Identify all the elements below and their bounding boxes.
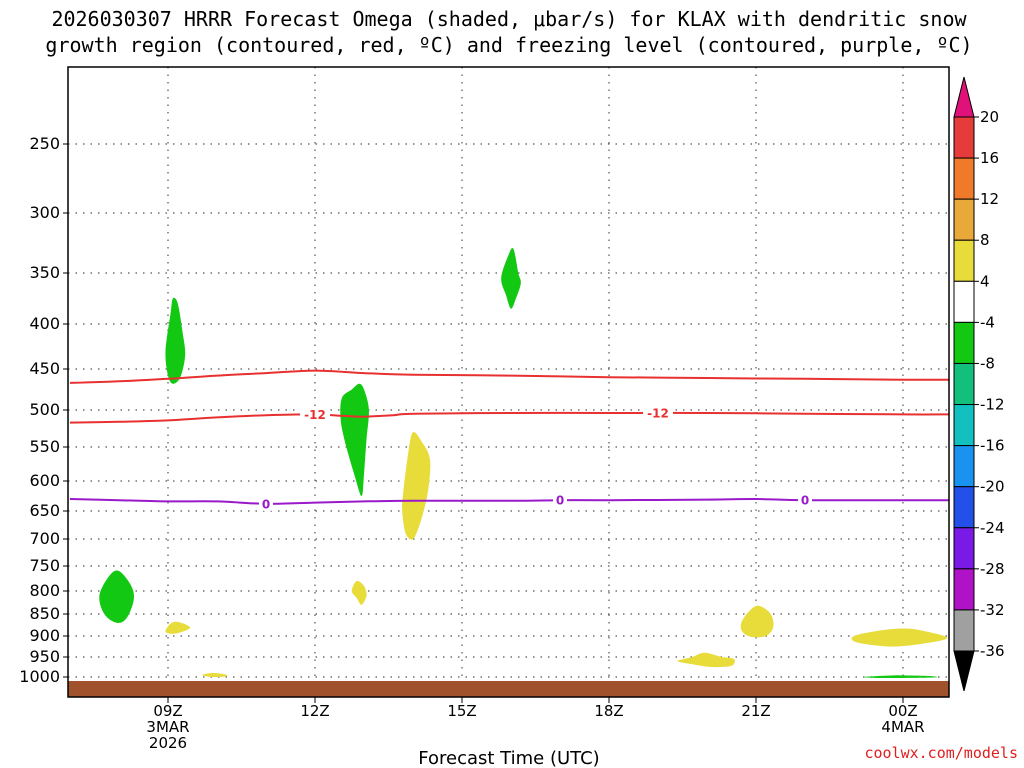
y-tick-label-550: 550 — [29, 437, 60, 456]
contour-label-dendritic-bottom-minus12-1: -12 — [647, 406, 669, 420]
colorbar-swatch-2 — [953, 198, 975, 241]
y-tick-label-750: 750 — [29, 556, 60, 575]
omega-region-yellow-blob-2030-960 — [677, 652, 735, 668]
title-line-1: 2026030307 HRRR Forecast Omega (shaded, … — [51, 7, 967, 31]
omega-region-yellow-blob-1000-1000 — [202, 672, 228, 678]
y-tick-label-700: 700 — [29, 529, 60, 548]
colorbar-swatch-9 — [953, 486, 975, 529]
x-tick-label-21-0: 21Z — [741, 702, 770, 720]
x-tick-label-18-0: 18Z — [594, 702, 623, 720]
contour-label-bg-dendritic-bottom-minus12-0 — [300, 407, 330, 422]
colorbar-max-arrow — [953, 76, 975, 118]
colorbar-label-3: 8 — [980, 231, 990, 249]
plot-background — [68, 67, 949, 697]
y-tick-label-500: 500 — [29, 400, 60, 419]
contour-label-bg-freezing-level-0-1 — [553, 493, 567, 508]
credit-link[interactable]: coolwx.com/models — [864, 744, 1018, 762]
x-tick-label-9-1: 3MAR — [146, 718, 189, 736]
contour-dendritic-bottom-minus12 — [69, 411, 950, 424]
y-tick-label-450: 450 — [29, 359, 60, 378]
colorbar-swatch-8 — [953, 445, 975, 488]
y-tick-label-350: 350 — [29, 263, 60, 282]
x-tick-label-15-0: 15Z — [447, 702, 476, 720]
y-tick-label-400: 400 — [29, 314, 60, 333]
omega-region-green-blob-1545-350 — [501, 247, 521, 309]
colorbar-label-5: -4 — [980, 313, 995, 331]
colorbar-label-9: -20 — [980, 478, 1005, 496]
title-line-2: growth region (contoured, red, ºC) and f… — [45, 33, 972, 57]
colorbar-swatch-5 — [953, 321, 975, 364]
colorbar-label-2: 12 — [980, 190, 999, 208]
contour-freezing-level-0 — [69, 497, 949, 505]
omega-regions — [99, 247, 948, 679]
omega-region-yellow-blob-1300-800 — [351, 580, 367, 605]
x-tick-label-24-0: 00Z — [888, 702, 917, 720]
colorbar-label-7: -12 — [980, 396, 1005, 414]
omega-region-yellow-blob-2330-910 — [851, 628, 948, 647]
y-tick-label-850: 850 — [29, 604, 60, 623]
colorbar-swatch-1 — [953, 157, 975, 200]
colorbar-swatch-6 — [953, 362, 975, 406]
omega-region-green-blob-1230-500 — [340, 383, 369, 496]
omega-region-green-sliver-2330-1000 — [863, 675, 938, 679]
y-tick-label-650: 650 — [29, 501, 60, 520]
y-tick-label-250: 250 — [29, 134, 60, 153]
y-tick-label-1000: 1000 — [19, 667, 60, 686]
x-tick-label-24-1: 4MAR — [881, 718, 924, 736]
plot-frame — [67, 66, 950, 698]
colorbar-label-4: 4 — [980, 272, 990, 290]
colorbar-label-6: -8 — [980, 354, 995, 372]
colorbar-label-10: -24 — [980, 519, 1005, 537]
y-axis: 250 300 350 400 450 500 550 600 650 700 750 800 850 9… — [19, 134, 68, 686]
x-tick-label-9-2: 2026 — [149, 734, 187, 752]
y-tick-label-950: 950 — [29, 647, 60, 666]
colorbar-swatch-3 — [953, 239, 975, 282]
colorbar-label-0: 20 — [980, 108, 999, 126]
colorbar-swatch-10 — [953, 527, 975, 570]
contour-label-bg-dendritic-bottom-minus12-1 — [643, 405, 673, 420]
omega-region-yellow-blob-2100-870 — [740, 605, 774, 638]
y-tick-label-300: 300 — [29, 203, 60, 222]
omega-region-green-blob-0815-800 — [99, 570, 134, 623]
colorbar-swatch-7 — [953, 404, 975, 447]
colorbar-swatch-4 — [953, 280, 975, 323]
colorbar-swatch-0 — [953, 116, 975, 159]
colorbar-label-8: -16 — [980, 437, 1005, 455]
x-tick-label-9-0: 09Z — [153, 702, 182, 720]
contour-label-bg-freezing-level-0-2 — [798, 493, 812, 508]
colorbar-label-13: -36 — [980, 642, 1005, 660]
contour-label-freezing-level-0-2: 0 — [801, 494, 809, 508]
colorbar-min-arrow — [953, 650, 975, 692]
contour-label-bg-freezing-level-0-0 — [259, 496, 273, 511]
colorbar: 20 16 12 8 4 -4 -8 -12 -16 -20 -24 -28 -32 -36 — [953, 76, 1005, 692]
x-axis-label: Forecast Time (UTC) — [418, 748, 599, 768]
x-tick-label-12-0: 12Z — [300, 702, 329, 720]
contours: -12 -12 0 0 0 — [69, 369, 950, 511]
omega-region-yellow-blob-0915-880 — [165, 621, 191, 634]
contour-label-dendritic-bottom-minus12-0: -12 — [304, 408, 326, 422]
colorbar-label-1: 16 — [980, 149, 999, 167]
y-tick-label-900: 900 — [29, 626, 60, 645]
omega-region-green-blob-0945-400 — [165, 297, 186, 384]
colorbar-label-11: -28 — [980, 560, 1005, 578]
colorbar-swatch-11 — [953, 568, 975, 611]
contour-label-freezing-level-0-1: 0 — [556, 494, 564, 508]
ground-strip — [68, 681, 949, 697]
colorbar-label-12: -32 — [980, 601, 1005, 619]
colorbar-swatch-12 — [953, 609, 975, 652]
contour-dendritic-top — [69, 369, 950, 384]
plot-area: -12 -12 0 0 0 — [67, 66, 950, 698]
y-tick-label-800: 800 — [29, 581, 60, 600]
contour-label-freezing-level-0-0: 0 — [262, 497, 270, 511]
grid — [68, 67, 949, 697]
y-tick-label-600: 600 — [29, 471, 60, 490]
omega-region-yellow-blob-1400-600 — [402, 431, 431, 540]
